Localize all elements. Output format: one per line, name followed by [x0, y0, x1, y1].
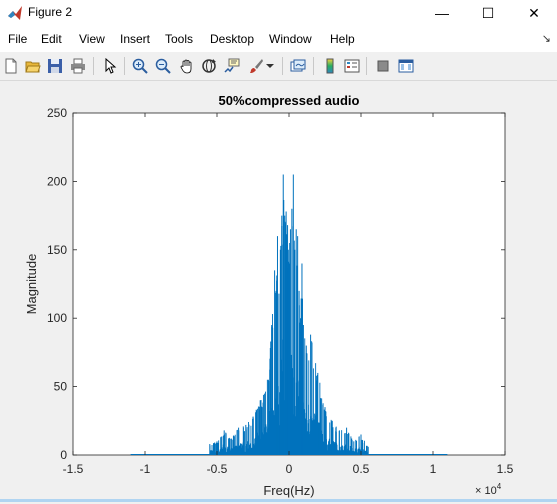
open-file-icon[interactable]: [23, 56, 43, 76]
dock-arrow-icon[interactable]: ↘: [541, 33, 551, 45]
y-tick-label: 0: [60, 448, 67, 462]
window-titlebar: Figure 2 — ☐ ✕: [0, 0, 557, 26]
brush-icon[interactable]: [246, 56, 266, 76]
window-bottom-border: [0, 499, 557, 502]
rotate-3d-icon[interactable]: [199, 56, 219, 76]
menu-window[interactable]: Window: [269, 32, 312, 46]
link-plot-icon[interactable]: [288, 56, 308, 76]
show-plot-tools-icon[interactable]: [396, 56, 416, 76]
minimize-icon: —: [435, 5, 449, 21]
x-exponent-power: 4: [497, 482, 502, 491]
menu-edit[interactable]: Edit: [41, 32, 62, 46]
close-icon: ✕: [528, 4, 540, 21]
x-exponent-label: × 104: [475, 482, 502, 497]
pan-icon[interactable]: [177, 56, 197, 76]
menu-view[interactable]: View: [79, 32, 105, 46]
menu-insert[interactable]: Insert: [120, 32, 151, 46]
axis-ticks: -1.5 -1 -0.5 0 0.5 1 1.5 0 50 100 150 200 250: [47, 106, 514, 476]
y-tick-label: 100: [47, 311, 67, 325]
menu-help[interactable]: Help: [330, 32, 355, 46]
x-exponent-base: × 10: [475, 485, 497, 497]
close-button[interactable]: ✕: [511, 0, 557, 26]
x-tick-label: -1: [140, 462, 151, 476]
insert-colorbar-icon[interactable]: [320, 56, 340, 76]
y-axis-label: Magnitude: [24, 254, 39, 315]
figure-canvas: -1.5 -1 -0.5 0 0.5 1 1.5 0 50 100 150 200 250 50%com…: [0, 81, 557, 499]
insert-legend-icon[interactable]: [342, 56, 362, 76]
x-tick-label: 1.5: [497, 462, 514, 476]
print-icon[interactable]: [68, 56, 88, 76]
plot-area[interactable]: -1.5 -1 -0.5 0 0.5 1 1.5 0 50 100 150 200 250 50%com…: [0, 81, 557, 499]
zoom-out-icon[interactable]: [153, 56, 173, 76]
menu-file[interactable]: File: [8, 32, 28, 46]
y-tick-label: 200: [47, 174, 67, 188]
x-tick-label: 1: [430, 462, 437, 476]
hide-plot-tools-icon[interactable]: [373, 56, 393, 76]
toolbar-separator: [124, 57, 125, 75]
window-title: Figure 2: [28, 5, 73, 19]
save-icon[interactable]: [45, 56, 65, 76]
menu-bar: File Edit View Insert Tools Desktop Wind…: [0, 26, 557, 52]
edit-plot-icon[interactable]: [100, 56, 120, 76]
data-cursor-icon[interactable]: [222, 56, 242, 76]
x-tick-label: 0: [286, 462, 293, 476]
menu-desktop[interactable]: Desktop: [210, 32, 255, 46]
toolbar-separator: [93, 57, 94, 75]
spectrum-series: [130, 174, 448, 455]
y-tick-label: 50: [54, 380, 68, 394]
matlab-logo-icon: [8, 6, 22, 20]
maximize-button[interactable]: ☐: [465, 0, 511, 26]
brush-dropdown-icon[interactable]: [264, 56, 276, 76]
minimize-button[interactable]: —: [419, 0, 465, 26]
toolbar-separator: [313, 57, 314, 75]
x-tick-label: -0.5: [207, 462, 228, 476]
menu-tools[interactable]: Tools: [165, 32, 194, 46]
toolbar-separator: [282, 57, 283, 75]
new-figure-icon[interactable]: [1, 56, 21, 76]
toolbar-separator: [366, 57, 367, 75]
y-tick-label: 150: [47, 243, 67, 257]
x-tick-label: -1.5: [63, 462, 84, 476]
figure-toolbar: [0, 52, 557, 81]
maximize-icon: ☐: [481, 4, 495, 21]
x-axis-label: Freq(Hz): [263, 483, 314, 498]
zoom-in-icon[interactable]: [130, 56, 150, 76]
x-tick-label: 0.5: [353, 462, 370, 476]
chart-title: 50%compressed audio: [219, 93, 360, 108]
y-tick-label: 250: [47, 106, 67, 120]
